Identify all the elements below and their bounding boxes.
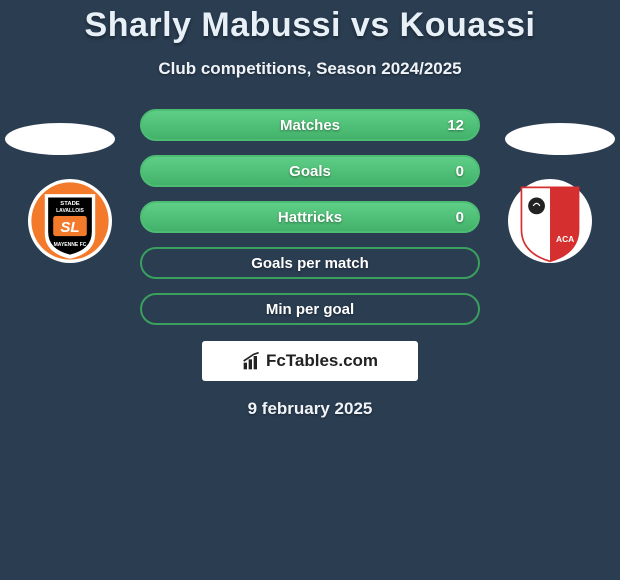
- stat-row-matches: Matches 12: [140, 109, 480, 141]
- stat-row-hattricks: Hattricks 0: [140, 201, 480, 233]
- stats-rows: Matches 12 Goals 0 Hattricks 0 Goals per…: [140, 109, 480, 325]
- stat-row-goals-per-match: Goals per match: [140, 247, 480, 279]
- ellipse-left: [5, 123, 115, 155]
- stat-label: Matches: [280, 117, 340, 134]
- ellipse-right: [505, 123, 615, 155]
- date-text: 9 february 2025: [0, 399, 620, 419]
- page-title: Sharly Mabussi vs Kouassi: [0, 0, 620, 45]
- team-badge-right: ACA: [508, 179, 592, 263]
- svg-text:LAVALLOIS: LAVALLOIS: [56, 208, 84, 214]
- stat-row-min-per-goal: Min per goal: [140, 293, 480, 325]
- svg-text:SL: SL: [60, 219, 79, 236]
- stat-value-right: 0: [456, 209, 464, 226]
- stat-label: Goals per match: [251, 255, 369, 272]
- fctables-logo: FcTables.com: [202, 341, 418, 381]
- svg-text:MAYENNE FC: MAYENNE FC: [54, 242, 87, 248]
- stat-value-right: 0: [456, 163, 464, 180]
- team-badge-left: STADE LAVALLOIS SL MAYENNE FC: [28, 179, 112, 263]
- stat-label: Min per goal: [266, 301, 354, 318]
- svg-text:ACA: ACA: [556, 234, 574, 244]
- stat-label: Goals: [289, 163, 331, 180]
- subtitle: Club competitions, Season 2024/2025: [0, 59, 620, 79]
- stat-row-goals: Goals 0: [140, 155, 480, 187]
- stat-value-right: 12: [447, 117, 464, 134]
- stat-label: Hattricks: [278, 209, 342, 226]
- svg-text:STADE: STADE: [60, 201, 80, 207]
- logo-text: FcTables.com: [266, 351, 378, 371]
- chart-icon: [242, 351, 262, 371]
